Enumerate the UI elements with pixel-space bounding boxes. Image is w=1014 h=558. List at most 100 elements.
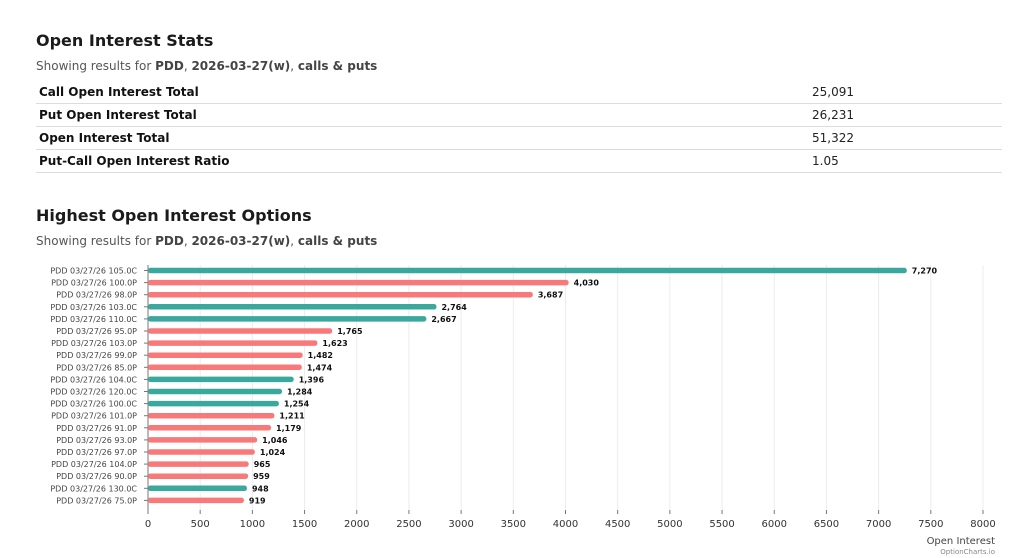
open-interest-bar-chart: 0 500 1000 1500 2000 2500 3000 3500 4000 4500 5000… [50,265,996,556]
category-label: PDD 03/27/26 93.0P [56,436,137,445]
category-label: PDD 03/27/26 99.0P [56,351,137,360]
stats-expiry: 2026-03-27(w) [191,59,291,73]
x-tick-label: 2500 [396,519,421,530]
stats-sep2: , [290,59,298,73]
bar-call[interactable] [148,376,294,383]
bar-value-label: 1,396 [299,375,325,384]
bar-value-label: 1,046 [262,436,288,445]
bar-put[interactable] [148,352,303,358]
bar-put[interactable] [148,497,244,504]
bar-value-label: 1,474 [307,363,333,372]
bar-put[interactable] [148,328,333,334]
x-tick-label: 1000 [240,519,265,530]
highest-subtitle-prefix: Showing results for [36,234,156,248]
bar-value-label: 1,179 [276,424,302,433]
chart-credit: OptionCharts.io [940,548,995,556]
category-label: PDD 03/27/26 100.0C [50,400,137,409]
bar-call[interactable] [148,316,427,322]
bar-value-label: 919 [249,496,266,505]
bar-put[interactable] [148,437,258,443]
bar-put[interactable] [148,340,318,346]
category-label: PDD 03/27/26 130.0C [50,484,137,493]
bar-put[interactable] [148,279,569,286]
category-label: PDD 03/27/26 97.0P [56,448,137,457]
bar-value-label: 1,284 [287,388,313,397]
bar-value-label: 4,030 [574,279,600,288]
stats-types: calls & puts [297,59,378,73]
bar-put[interactable] [148,461,249,467]
stats-row-pc-ratio: Put-Call Open Interest Ratio 1.05 [36,149,1002,173]
bar-call[interactable] [148,388,283,395]
stats-label: Put Open Interest Total [36,103,809,127]
bar-put[interactable] [148,291,533,298]
x-tick-label: 5500 [709,519,734,530]
highest-sep2: , [290,234,298,248]
x-tick-label: 500 [191,519,210,530]
x-tick-label: 5000 [657,519,682,530]
stats-value: 1.05 [809,149,1002,173]
category-label: PDD 03/27/26 120.0C [50,388,137,397]
bar-call[interactable] [148,485,247,492]
highest-expiry: 2026-03-27(w) [191,234,291,248]
x-tick-label: 7500 [918,519,943,530]
x-axis-title: Open Interest [927,536,996,547]
category-label: PDD 03/27/26 91.0P [56,424,137,433]
x-tick-label: 7000 [866,519,891,530]
stats-value: 26,231 [809,103,1002,127]
bar-put[interactable] [148,449,255,455]
bar-value-label: 965 [254,460,271,469]
bar-value-label: 1,765 [337,327,363,336]
x-tick-label: 0 [145,519,151,530]
bar-call[interactable] [148,304,437,310]
bar-put[interactable] [148,364,302,371]
stats-sep1: , [183,59,192,73]
x-tick-label: 3000 [448,519,473,530]
x-tick-label: 2000 [344,519,369,530]
bar-put[interactable] [148,412,275,419]
stats-row-put-oi: Put Open Interest Total 26,231 [36,103,1002,127]
category-label: PDD 03/27/26 110.0C [50,315,137,324]
bar-value-label: 3,687 [538,291,563,300]
bar-put[interactable] [148,425,272,431]
bar-value-label: 948 [252,484,269,493]
stats-ticker: PDD [155,59,184,73]
stats-subtitle: Showing results for PDD, 2026-03-27(w), … [36,59,377,73]
bar-put[interactable] [148,473,249,479]
category-label: PDD 03/27/26 98.0P [56,291,137,300]
stats-row-call-oi: Call Open Interest Total 25,091 [36,81,1002,104]
category-label: PDD 03/27/26 105.0C [50,267,137,276]
bar-value-label: 959 [253,472,270,481]
bar-value-label: 7,270 [912,267,938,276]
bar-call[interactable] [148,400,279,407]
stats-row-total-oi: Open Interest Total 51,322 [36,126,1002,150]
category-label: PDD 03/27/26 104.0P [51,460,137,469]
stats-value: 25,091 [809,81,1002,104]
x-tick-label: 4000 [553,519,578,530]
category-label: PDD 03/27/26 103.0C [50,303,137,312]
bar-value-label: 1,623 [322,339,347,348]
bar-value-label: 2,764 [441,303,467,312]
open-interest-stats-table: Call Open Interest Total 25,091 Put Open… [36,81,1002,173]
stats-label: Call Open Interest Total [36,81,809,104]
open-interest-stats-title: Open Interest Stats [36,31,214,50]
stats-subtitle-prefix: Showing results for [36,59,156,73]
x-tick-label: 8000 [970,519,995,530]
category-label: PDD 03/27/26 90.0P [56,472,137,481]
highest-ticker: PDD [155,234,184,248]
bar-value-label: 1,211 [279,412,305,421]
x-tick-label: 4500 [605,519,630,530]
bar-value-label: 1,024 [260,448,286,457]
x-tick-label: 3500 [501,519,526,530]
category-label: PDD 03/27/26 101.0P [51,412,137,421]
bar-value-label: 1,482 [308,351,333,360]
category-label: PDD 03/27/26 95.0P [56,327,137,336]
bar-call[interactable] [148,267,907,274]
x-tick-label: 6000 [762,519,787,530]
stats-value: 51,322 [809,126,1002,150]
bar-value-label: 2,667 [431,315,456,324]
category-label: PDD 03/27/26 103.0P [51,339,137,348]
highest-sep1: , [183,234,192,248]
highest-types: calls & puts [297,234,378,248]
category-label: PDD 03/27/26 100.0P [51,279,137,288]
stats-label: Put-Call Open Interest Ratio [36,149,809,173]
